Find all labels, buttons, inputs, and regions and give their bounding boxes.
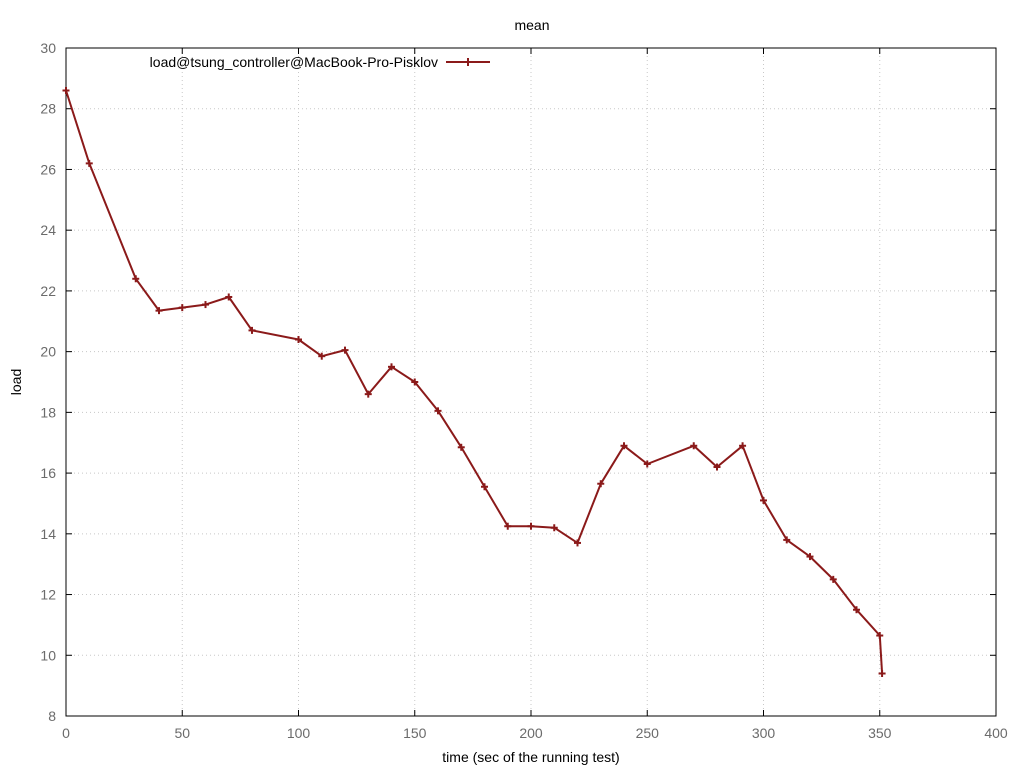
plot-frame <box>65 47 997 717</box>
y-tick-label: 28 <box>40 101 56 117</box>
y-tick-label: 16 <box>40 465 56 481</box>
data-point-marker <box>434 407 442 415</box>
data-point-marker <box>806 553 814 561</box>
data-point-marker <box>550 524 558 532</box>
data-point-marker <box>85 159 93 167</box>
data-point-marker <box>318 352 326 360</box>
x-tick-label: 250 <box>636 725 660 741</box>
data-point-marker <box>713 463 721 471</box>
data-point-marker <box>876 632 884 640</box>
y-tick-label: 22 <box>40 283 56 299</box>
y-tick-label: 30 <box>40 40 56 56</box>
x-axis-label: time (sec of the running test) <box>442 749 619 765</box>
series-layer <box>62 87 886 677</box>
legend-label: load@tsung_controller@MacBook-Pro-Pisklo… <box>150 54 438 70</box>
data-point-marker <box>457 443 465 451</box>
y-tick-label: 20 <box>40 344 56 360</box>
y-tick-label: 10 <box>40 647 56 663</box>
legend: load@tsung_controller@MacBook-Pro-Pisklo… <box>150 54 490 70</box>
legend-marker <box>464 58 472 66</box>
x-tick-label: 300 <box>752 725 776 741</box>
x-tick-label: 100 <box>287 725 311 741</box>
data-point-marker <box>527 522 535 530</box>
data-point-marker <box>62 87 70 95</box>
y-axis-label: load <box>8 369 24 395</box>
tick-layer: 0 50 100 150 200 250 300 350 400 8 10 12 14 16 18 20 22 2… <box>40 40 1007 741</box>
data-point-marker <box>690 442 698 450</box>
data-point-marker <box>643 460 651 468</box>
data-point-marker <box>225 293 233 301</box>
data-point-marker <box>155 307 163 315</box>
chart-title: mean <box>514 17 549 33</box>
x-tick-label: 200 <box>519 725 543 741</box>
x-tick-label: 0 <box>62 725 70 741</box>
y-tick-label: 26 <box>40 161 56 177</box>
data-point-marker <box>783 536 791 544</box>
y-tick-label: 8 <box>48 708 56 724</box>
data-point-marker <box>597 480 605 488</box>
series-line <box>65 90 884 674</box>
x-tick-label: 350 <box>868 725 892 741</box>
data-point-marker <box>341 346 349 354</box>
data-point-marker <box>620 442 628 450</box>
x-tick-label: 400 <box>984 725 1008 741</box>
data-point-marker <box>853 606 860 614</box>
data-point-marker <box>574 539 581 547</box>
data-point-marker <box>178 304 186 312</box>
y-tick-label: 18 <box>40 404 56 420</box>
data-point-marker <box>202 301 209 309</box>
data-point-marker <box>760 496 767 504</box>
data-point-marker <box>388 363 395 371</box>
data-point-marker <box>411 378 419 386</box>
data-point-marker <box>248 326 256 334</box>
data-point-marker <box>739 442 747 450</box>
y-tick-label: 14 <box>40 526 56 542</box>
y-tick-label: 12 <box>40 587 56 603</box>
x-tick-label: 50 <box>174 725 190 741</box>
data-point-marker <box>364 390 372 398</box>
data-point-marker <box>295 335 302 343</box>
data-point-marker <box>481 483 488 491</box>
data-point-marker <box>878 669 886 677</box>
data-point-marker <box>829 575 837 583</box>
grid-layer <box>66 48 996 716</box>
x-tick-label: 150 <box>403 725 427 741</box>
data-point-marker <box>132 275 140 283</box>
y-tick-label: 24 <box>40 222 56 238</box>
data-point-marker <box>504 522 512 530</box>
